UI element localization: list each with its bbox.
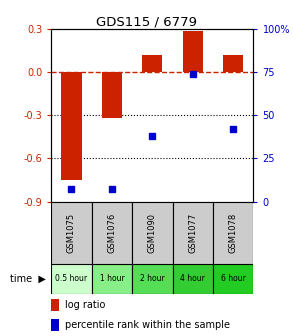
Text: 1 hour: 1 hour [100, 275, 124, 283]
Text: 4 hour: 4 hour [180, 275, 205, 283]
Bar [223, 54, 243, 72]
Text: 6 hour: 6 hour [221, 275, 246, 283]
Text: 2 hour: 2 hour [140, 275, 165, 283]
Bar [92, 264, 132, 294]
Bar [142, 54, 162, 72]
Bar [61, 72, 81, 180]
Text: GDS115 / 6779: GDS115 / 6779 [96, 15, 197, 28]
Bar [51, 319, 59, 331]
Bar [173, 202, 213, 264]
Bar [102, 72, 122, 118]
Bar [51, 202, 92, 264]
Text: log ratio: log ratio [65, 300, 106, 310]
Bar [92, 202, 132, 264]
Text: percentile rank within the sample: percentile rank within the sample [65, 320, 230, 330]
Bar [213, 202, 253, 264]
Text: GSM1076: GSM1076 [108, 213, 116, 253]
Bar [213, 264, 253, 294]
Bar [132, 264, 173, 294]
Text: time  ▶: time ▶ [10, 274, 45, 284]
Bar [51, 264, 92, 294]
Bar [183, 32, 203, 72]
Bar [132, 202, 173, 264]
Text: GSM1077: GSM1077 [188, 213, 197, 253]
Text: GSM1090: GSM1090 [148, 213, 157, 253]
Text: 0.5 hour: 0.5 hour [55, 275, 88, 283]
Bar [51, 299, 59, 311]
Text: GSM1075: GSM1075 [67, 213, 76, 253]
Text: GSM1078: GSM1078 [229, 213, 238, 253]
Bar [173, 264, 213, 294]
